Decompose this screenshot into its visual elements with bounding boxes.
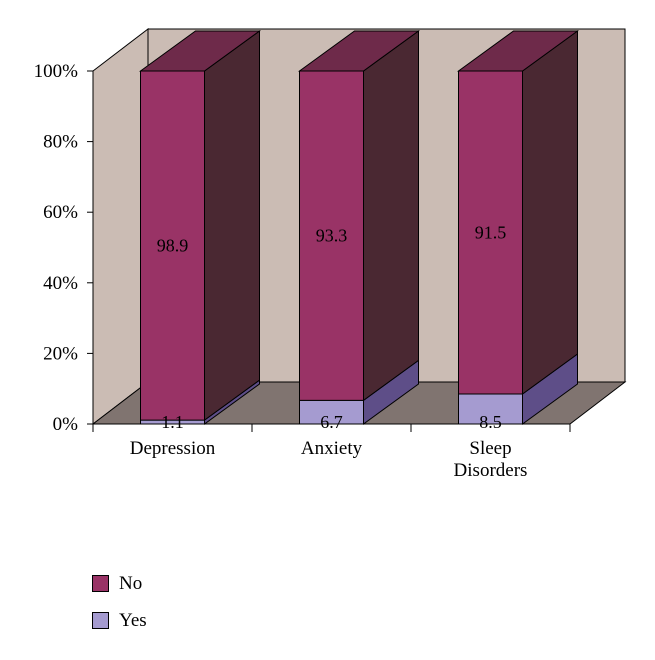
bar-no-side [363, 30, 419, 402]
data-label-yes: 6.7 [320, 412, 343, 432]
data-label-no: 93.3 [316, 226, 348, 246]
bar-no [140, 70, 205, 421]
legend: No Yes [92, 565, 147, 639]
data-label-yes: 1.1 [161, 412, 184, 432]
y-tick-label: 20% [43, 343, 78, 364]
x-category-label: Sleep [469, 438, 511, 459]
data-label-no: 91.5 [475, 222, 507, 242]
y-tick-label: 40% [43, 273, 78, 294]
x-category-label: Depression [130, 438, 216, 459]
x-category-label: Disorders [454, 460, 528, 481]
y-tick-label: 80% [43, 132, 78, 153]
bar-no-top [138, 30, 262, 72]
bar-no [458, 70, 523, 395]
y-tick-label: 60% [43, 202, 78, 223]
y-axis: 0% 20% 40% 60% 80% 100% [34, 61, 94, 435]
side-wall [92, 27, 149, 426]
legend-swatch-no [92, 575, 109, 592]
y-tick-label: 100% [34, 61, 79, 82]
bar-no [299, 70, 364, 401]
legend-label-yes: Yes [119, 609, 147, 631]
legend-item-no: No [92, 565, 147, 602]
bar-no-side [522, 30, 578, 395]
y-tick-label: 0% [53, 414, 79, 435]
data-label-no: 98.9 [157, 236, 189, 256]
bars: 98.9 1.1 93.3 6.7 91.5 8.5 [138, 30, 580, 432]
legend-item-yes: Yes [92, 602, 147, 639]
data-label-yes: 8.5 [479, 412, 502, 432]
bar-no-top [456, 30, 580, 72]
x-category-label: Anxiety [301, 438, 363, 459]
bar-no-top [297, 30, 421, 72]
legend-swatch-yes [92, 612, 109, 629]
bar-yes [458, 393, 523, 425]
legend-label-no: No [119, 572, 143, 594]
bar-no-side [204, 30, 260, 422]
